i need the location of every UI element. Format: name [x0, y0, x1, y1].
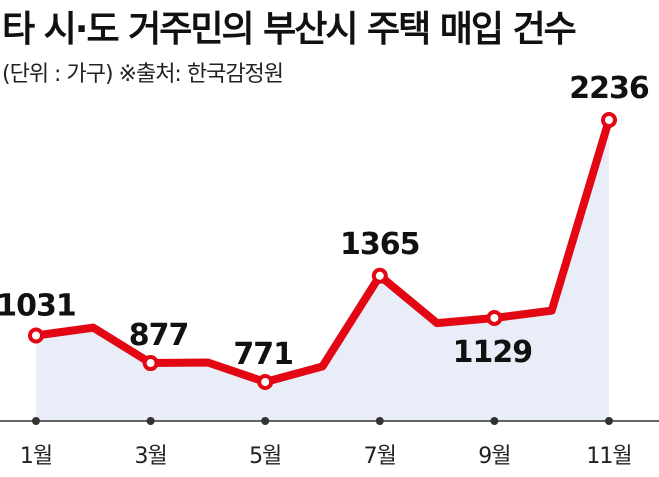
data-label: 771 [233, 337, 293, 372]
x-tick-label: 11월 [586, 444, 631, 469]
x-tick-mark [375, 417, 384, 425]
x-tick-label: 1월 [20, 444, 52, 469]
x-tick-label: 7월 [364, 444, 396, 469]
data-point [371, 267, 388, 284]
chart-subtitle: (단위 : 가구) ※출처: 한국감정원 [2, 62, 284, 87]
data-label: 2236 [569, 71, 649, 106]
data-point [486, 309, 503, 326]
chart-title: 타 시·도 거주민의 부산시 주택 매입 건수 [2, 9, 577, 50]
data-label: 1129 [453, 335, 533, 370]
x-tick-mark [261, 417, 270, 425]
x-tick-label: 9월 [478, 444, 510, 469]
data-label: 1365 [340, 227, 420, 262]
area-fill [36, 120, 609, 421]
x-tick-mark [146, 417, 155, 425]
x-tick-mark [490, 417, 499, 425]
data-point [28, 327, 44, 344]
x-tick-label: 3월 [134, 444, 166, 469]
data-point [601, 112, 617, 128]
x-tick-mark [605, 417, 613, 425]
data-point [257, 374, 274, 390]
series-line [32, 116, 613, 386]
data-label: 1031 [0, 289, 76, 324]
x-tick-mark [32, 417, 40, 425]
x-tick-label: 5월 [249, 444, 281, 469]
data-label: 877 [129, 318, 189, 353]
data-point [142, 355, 159, 372]
